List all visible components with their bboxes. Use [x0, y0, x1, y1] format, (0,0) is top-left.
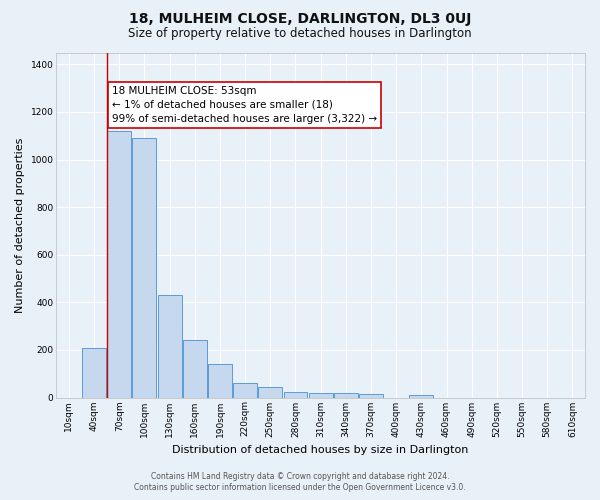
Text: Size of property relative to detached houses in Darlington: Size of property relative to detached ho… [128, 28, 472, 40]
Bar [233, 383, 257, 398]
Bar [309, 393, 332, 398]
Bar [359, 394, 383, 398]
Bar [107, 131, 131, 398]
Bar [133, 138, 157, 398]
Bar [82, 348, 106, 398]
Text: Contains HM Land Registry data © Crown copyright and database right 2024.
Contai: Contains HM Land Registry data © Crown c… [134, 472, 466, 492]
Y-axis label: Number of detached properties: Number of detached properties [15, 138, 25, 312]
Bar [284, 392, 307, 398]
Bar [158, 295, 182, 398]
Bar [334, 393, 358, 398]
Text: 18 MULHEIM CLOSE: 53sqm
← 1% of detached houses are smaller (18)
99% of semi-det: 18 MULHEIM CLOSE: 53sqm ← 1% of detached… [112, 86, 377, 124]
Bar [259, 387, 282, 398]
Text: 18, MULHEIM CLOSE, DARLINGTON, DL3 0UJ: 18, MULHEIM CLOSE, DARLINGTON, DL3 0UJ [129, 12, 471, 26]
Bar [183, 340, 207, 398]
X-axis label: Distribution of detached houses by size in Darlington: Distribution of detached houses by size … [172, 445, 469, 455]
Bar [208, 364, 232, 398]
Bar [409, 394, 433, 398]
